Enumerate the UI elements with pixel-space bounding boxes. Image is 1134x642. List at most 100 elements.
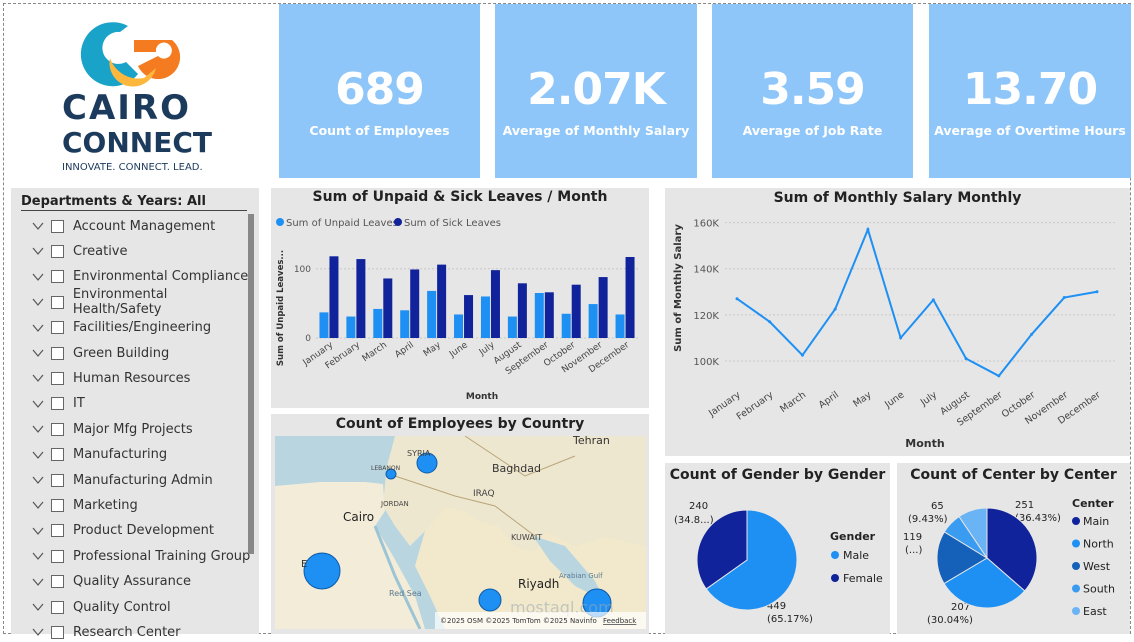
slicer-item[interactable]: Environmental Health/Safety xyxy=(31,287,259,317)
center-pie-slice[interactable] xyxy=(943,557,1026,609)
slicer-item[interactable]: Facilities/Engineering xyxy=(31,318,211,338)
leaves-bar[interactable] xyxy=(427,290,437,338)
leaves-bar[interactable] xyxy=(329,256,339,338)
slicer-item[interactable]: Green Building xyxy=(31,343,169,363)
slicer-item[interactable]: Environmental Compliance xyxy=(31,267,248,287)
leaves-bar[interactable] xyxy=(561,313,571,338)
chevron-down-icon[interactable] xyxy=(31,346,45,360)
chevron-down-icon[interactable] xyxy=(31,575,45,589)
salary-point[interactable] xyxy=(964,357,968,361)
leaves-bar[interactable] xyxy=(625,257,635,338)
slicer-item[interactable]: IT xyxy=(31,394,85,414)
slicer-scrollbar[interactable] xyxy=(248,214,254,554)
salary-point[interactable] xyxy=(997,374,1001,378)
country-bubble-saudi[interactable] xyxy=(478,588,502,612)
chevron-down-icon[interactable] xyxy=(31,397,45,411)
slicer-checkbox[interactable] xyxy=(51,422,64,436)
chevron-down-icon[interactable] xyxy=(31,219,45,233)
slicer-item[interactable]: Human Resources xyxy=(31,368,190,388)
slicer-item[interactable]: Manufacturing Admin xyxy=(31,470,213,490)
country-bubble-syria[interactable] xyxy=(416,452,438,474)
slicer-checkbox[interactable] xyxy=(51,600,64,614)
slicer-item[interactable]: Professional Training Group xyxy=(31,546,250,566)
chevron-down-icon[interactable] xyxy=(31,498,45,512)
center-pie-slice[interactable] xyxy=(986,507,1038,592)
slicer-item[interactable]: Research Center xyxy=(31,622,181,642)
slicer-checkbox[interactable] xyxy=(51,321,64,335)
salary-point[interactable] xyxy=(931,298,935,302)
slicer-checkbox[interactable] xyxy=(50,295,64,309)
slicer-item[interactable]: Product Development xyxy=(31,521,214,541)
chevron-down-icon[interactable] xyxy=(31,244,45,258)
chevron-down-icon[interactable] xyxy=(31,422,45,436)
chevron-down-icon[interactable] xyxy=(31,270,45,284)
chevron-down-icon[interactable] xyxy=(31,625,45,639)
chevron-down-icon[interactable] xyxy=(31,524,45,538)
leaves-bar[interactable] xyxy=(571,284,581,338)
center-pie-slice[interactable] xyxy=(936,531,988,585)
salary-point[interactable] xyxy=(899,336,903,340)
leaves-bar[interactable] xyxy=(400,310,410,338)
salary-point[interactable] xyxy=(1095,290,1099,294)
slicer-item[interactable]: Quality Assurance xyxy=(31,572,191,592)
slicer-checkbox[interactable] xyxy=(51,397,64,411)
slicer-checkbox[interactable] xyxy=(51,498,64,512)
leaves-bar[interactable] xyxy=(534,293,544,338)
leaves-bar[interactable] xyxy=(490,270,500,338)
leaves-bar[interactable] xyxy=(480,296,490,338)
leaves-bar[interactable] xyxy=(410,269,420,338)
slicer-checkbox[interactable] xyxy=(51,346,64,360)
leaves-bar[interactable] xyxy=(507,316,517,338)
slicer-checkbox[interactable] xyxy=(51,371,64,385)
leaves-bar[interactable] xyxy=(464,295,474,338)
leaves-bar[interactable] xyxy=(437,264,447,338)
country-map[interactable]: SYRIA LEBANON Baghdad IRAQ JORDAN Cairo … xyxy=(275,436,646,629)
salary-point[interactable] xyxy=(800,353,804,357)
salary-point[interactable] xyxy=(1030,332,1034,336)
slicer-checkbox[interactable] xyxy=(51,575,64,589)
slicer-item[interactable]: Manufacturing xyxy=(31,445,167,465)
slicer-checkbox[interactable] xyxy=(51,244,64,258)
slicer-item[interactable]: Account Management xyxy=(31,216,215,236)
salary-point[interactable] xyxy=(1062,296,1066,300)
gender-pie-slice[interactable] xyxy=(696,509,748,590)
chevron-down-icon[interactable] xyxy=(31,371,45,385)
chevron-down-icon[interactable] xyxy=(31,473,45,487)
country-bubble-egypt[interactable] xyxy=(303,552,341,590)
salary-point[interactable] xyxy=(866,228,870,232)
leaves-bar[interactable] xyxy=(615,314,625,338)
slicer-checkbox[interactable] xyxy=(51,448,64,462)
slicer-item[interactable]: Marketing xyxy=(31,495,138,515)
slicer-item[interactable]: Quality Control xyxy=(31,597,171,617)
leaves-bar[interactable] xyxy=(373,308,383,338)
salary-point[interactable] xyxy=(768,320,772,324)
map-feedback-link[interactable]: Feedback xyxy=(603,617,637,625)
slicer-checkbox[interactable] xyxy=(51,549,64,563)
country-bubble-lebanon[interactable] xyxy=(385,468,397,480)
leaves-bar[interactable] xyxy=(544,292,554,338)
leaves-bar[interactable] xyxy=(517,283,527,338)
slicer-item[interactable]: Creative xyxy=(31,241,128,261)
slicer-item[interactable]: Major Mfg Projects xyxy=(31,419,193,439)
leaves-bar[interactable] xyxy=(319,312,329,338)
chevron-down-icon[interactable] xyxy=(31,600,45,614)
leaves-bar[interactable] xyxy=(588,304,598,338)
salary-point[interactable] xyxy=(735,297,739,301)
chevron-down-icon[interactable] xyxy=(31,549,45,563)
leaves-bar[interactable] xyxy=(383,278,393,338)
center-pie-slice[interactable] xyxy=(958,507,988,560)
slicer-checkbox[interactable] xyxy=(51,524,64,538)
leaves-bar[interactable] xyxy=(346,316,356,338)
leaves-bar[interactable] xyxy=(454,314,464,338)
chevron-down-icon[interactable] xyxy=(31,321,45,335)
slicer-checkbox[interactable] xyxy=(51,270,64,284)
leaves-bar[interactable] xyxy=(598,277,608,338)
salary-line[interactable] xyxy=(736,226,1098,378)
salary-point[interactable] xyxy=(833,307,837,311)
slicer-checkbox[interactable] xyxy=(51,473,64,487)
leaves-bar[interactable] xyxy=(356,259,366,338)
gender-pie-slice[interactable] xyxy=(705,509,798,611)
chevron-down-icon[interactable] xyxy=(31,295,45,309)
slicer-checkbox[interactable] xyxy=(51,219,64,233)
chevron-down-icon[interactable] xyxy=(31,448,45,462)
